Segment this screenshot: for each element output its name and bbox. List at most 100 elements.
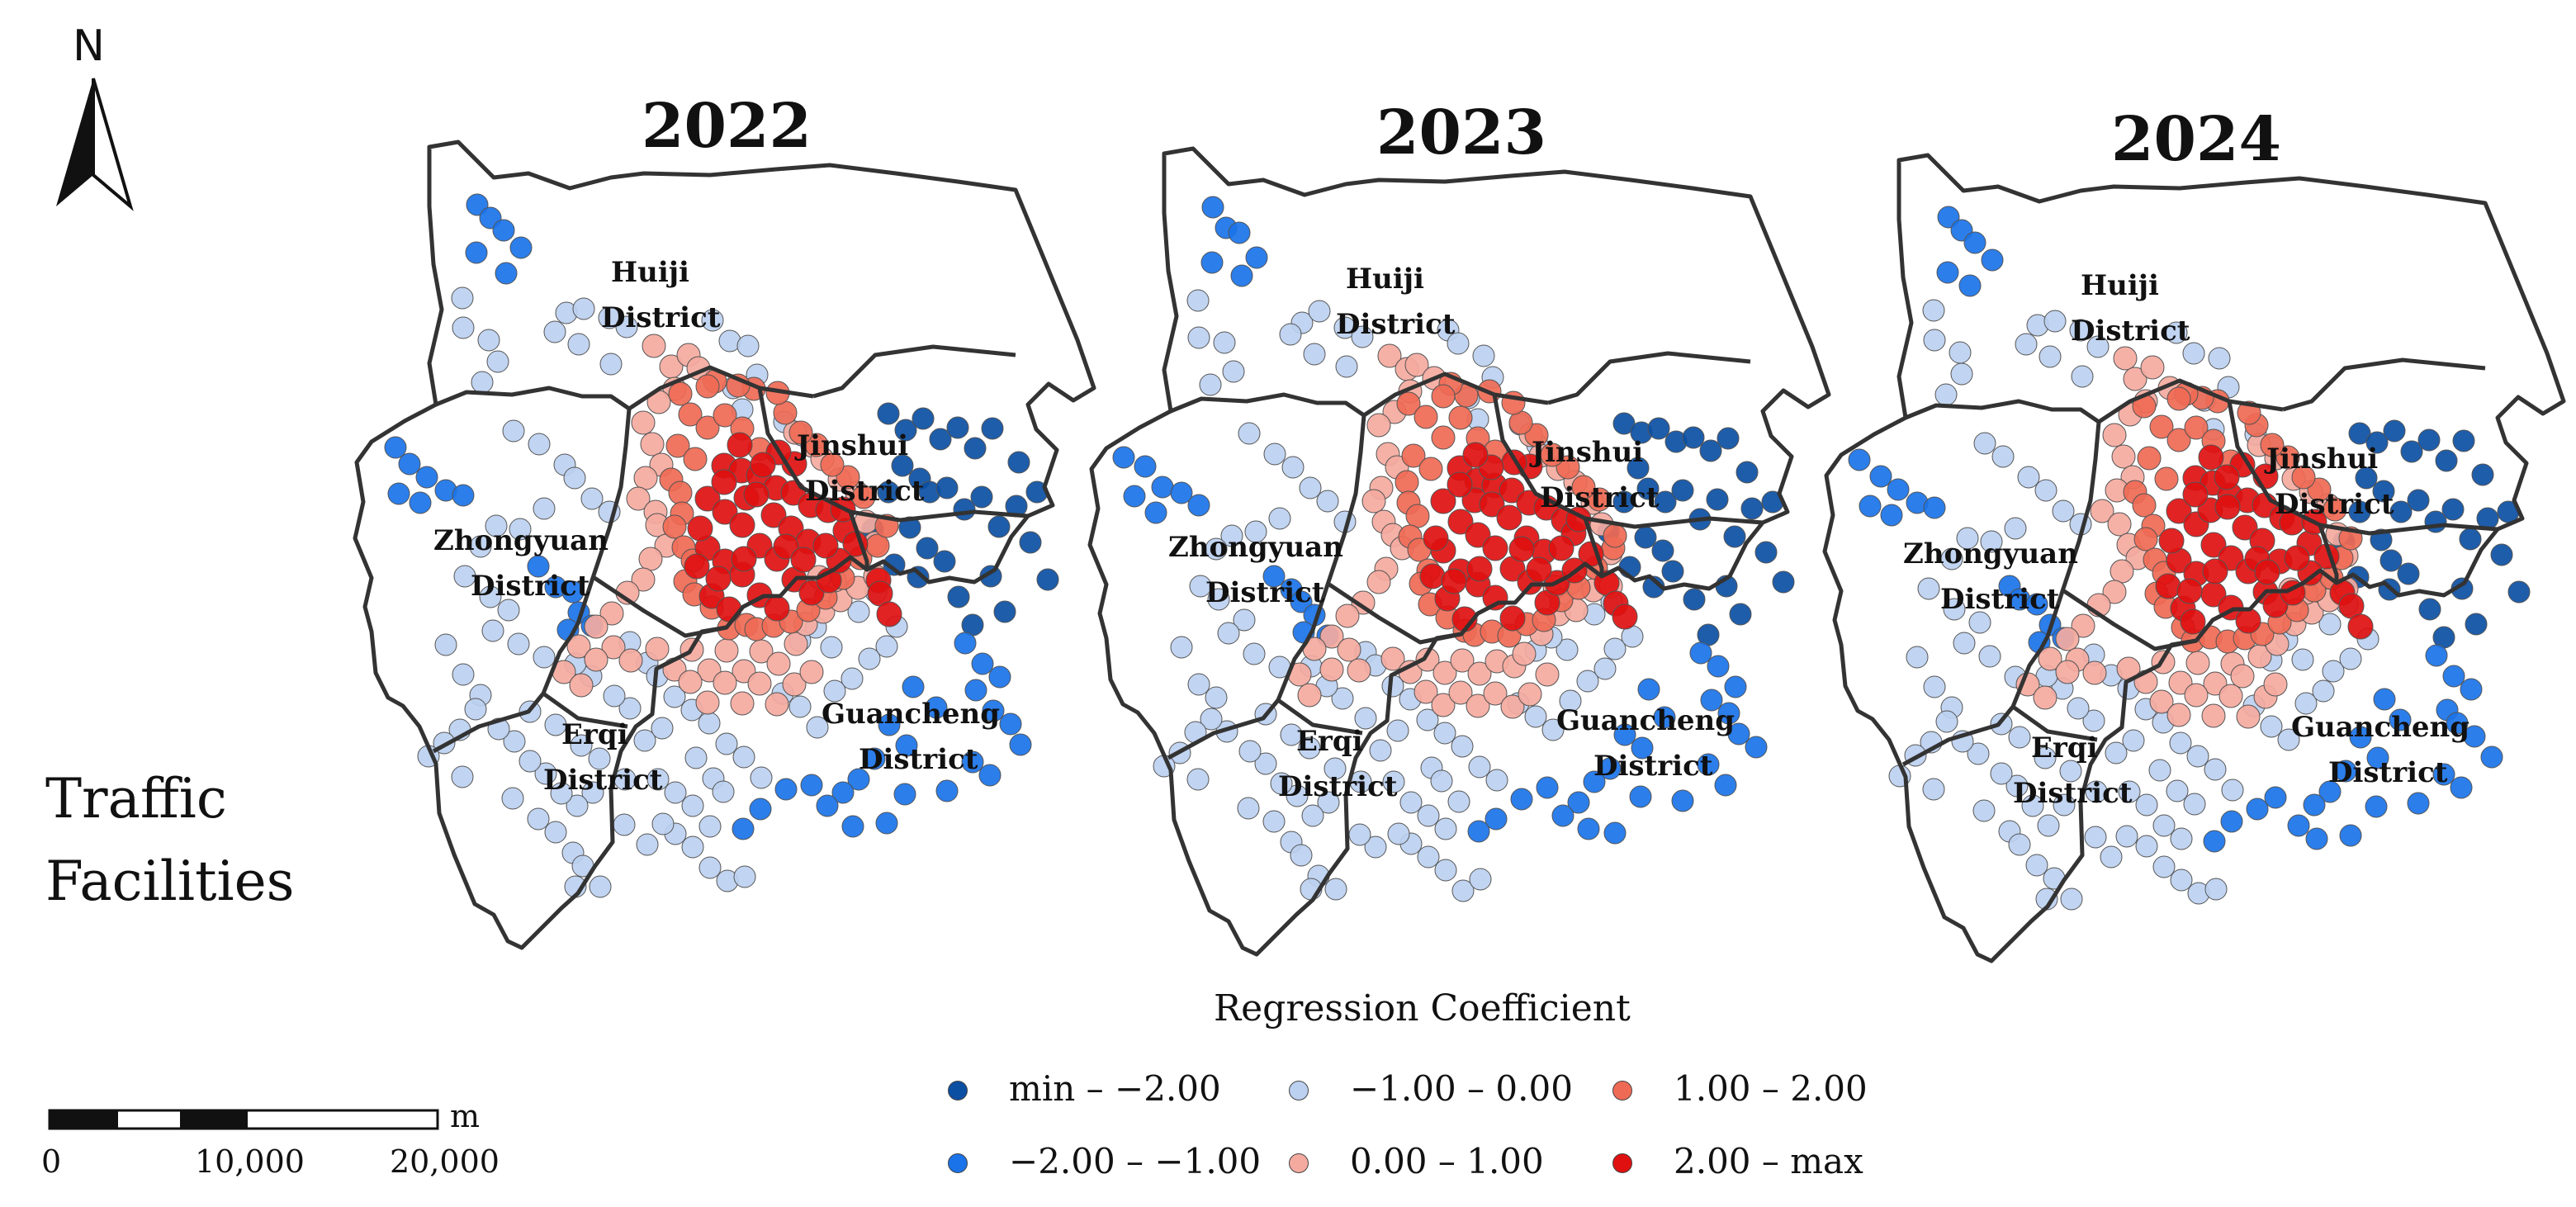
point [567, 333, 590, 356]
point [452, 484, 475, 507]
point [714, 638, 739, 663]
point [1319, 657, 1344, 682]
point [764, 595, 790, 622]
point [1019, 531, 1042, 554]
legend-label: 2.00 – max [1674, 1141, 1863, 1181]
point [2115, 825, 2138, 848]
point [2084, 826, 2107, 849]
point [2102, 580, 2127, 604]
district-label: District [1205, 576, 1325, 609]
point [471, 371, 494, 394]
point [2113, 346, 2138, 371]
point [1697, 753, 1720, 776]
point [2004, 517, 2027, 540]
point [663, 685, 686, 708]
point [2021, 794, 2044, 817]
point [2236, 704, 2261, 729]
point [2152, 814, 2176, 837]
variable-label-line1: Traffic [45, 767, 227, 831]
point [1540, 443, 1565, 467]
district-label: Zhongyuan [1903, 537, 2078, 570]
legend-swatch [1612, 1081, 1632, 1100]
point [1186, 289, 1210, 312]
point [747, 671, 772, 696]
point [1450, 648, 1475, 673]
panel-year-title: 2024 [2111, 104, 2281, 175]
point [1917, 577, 1940, 600]
point [527, 807, 550, 831]
point [1419, 563, 1446, 589]
point [816, 794, 839, 817]
point [1222, 360, 1245, 383]
point [678, 402, 703, 427]
point [2152, 855, 2176, 878]
point [2165, 321, 2188, 344]
point [570, 734, 593, 757]
legend-label: −2.00 – −1.00 [1009, 1141, 1262, 1181]
point [806, 716, 829, 739]
point [2471, 463, 2494, 486]
district-label: District [1336, 308, 1456, 341]
point [1413, 405, 1438, 429]
point [2038, 646, 2062, 671]
point [599, 353, 623, 376]
point [1123, 485, 1146, 508]
point [1990, 762, 2013, 785]
point [469, 535, 492, 558]
point [902, 675, 925, 698]
point [858, 647, 881, 670]
point [1451, 879, 1475, 902]
point [698, 712, 721, 735]
point [1415, 647, 1440, 672]
point [633, 729, 656, 752]
point [580, 487, 604, 510]
legend-swatch [1289, 1153, 1309, 1173]
point [451, 286, 474, 310]
point [384, 436, 407, 459]
point [681, 794, 704, 817]
point [2204, 758, 2227, 781]
map-panel-2023 [1087, 146, 1831, 957]
point [2218, 684, 2243, 708]
scale-tick: 20,000 [390, 1143, 500, 1180]
point [733, 865, 756, 888]
point [891, 454, 914, 477]
point [875, 812, 898, 835]
point [2204, 878, 2228, 901]
point [1467, 820, 1490, 843]
point [2034, 746, 2057, 769]
point [2305, 827, 2328, 850]
point [1496, 504, 1522, 531]
point [1417, 845, 1440, 869]
point [1682, 426, 1705, 449]
point [434, 633, 457, 656]
city-boundary [1087, 146, 1831, 957]
point [1922, 299, 1945, 322]
point [773, 533, 799, 560]
point [732, 817, 755, 840]
point [1583, 770, 1606, 793]
map-panel-2024 [1822, 153, 2566, 963]
point [1462, 442, 1489, 468]
point [1112, 446, 1135, 469]
point [2264, 786, 2287, 809]
point [863, 747, 886, 770]
district-boundary [1362, 372, 1549, 418]
point [2166, 703, 2191, 727]
district-label: District [2071, 315, 2190, 348]
point [1448, 405, 1473, 430]
district-boundary [432, 386, 632, 754]
district-boundary [542, 691, 628, 729]
point [695, 374, 720, 399]
point [1683, 588, 1706, 611]
point [1706, 488, 1729, 511]
point [2365, 795, 2388, 818]
point [1199, 373, 1222, 396]
point [1187, 494, 1210, 517]
point [2055, 660, 2080, 684]
point [961, 750, 984, 774]
point [1245, 246, 1268, 269]
point [2355, 466, 2378, 490]
point [566, 794, 589, 817]
point [1297, 683, 1322, 708]
